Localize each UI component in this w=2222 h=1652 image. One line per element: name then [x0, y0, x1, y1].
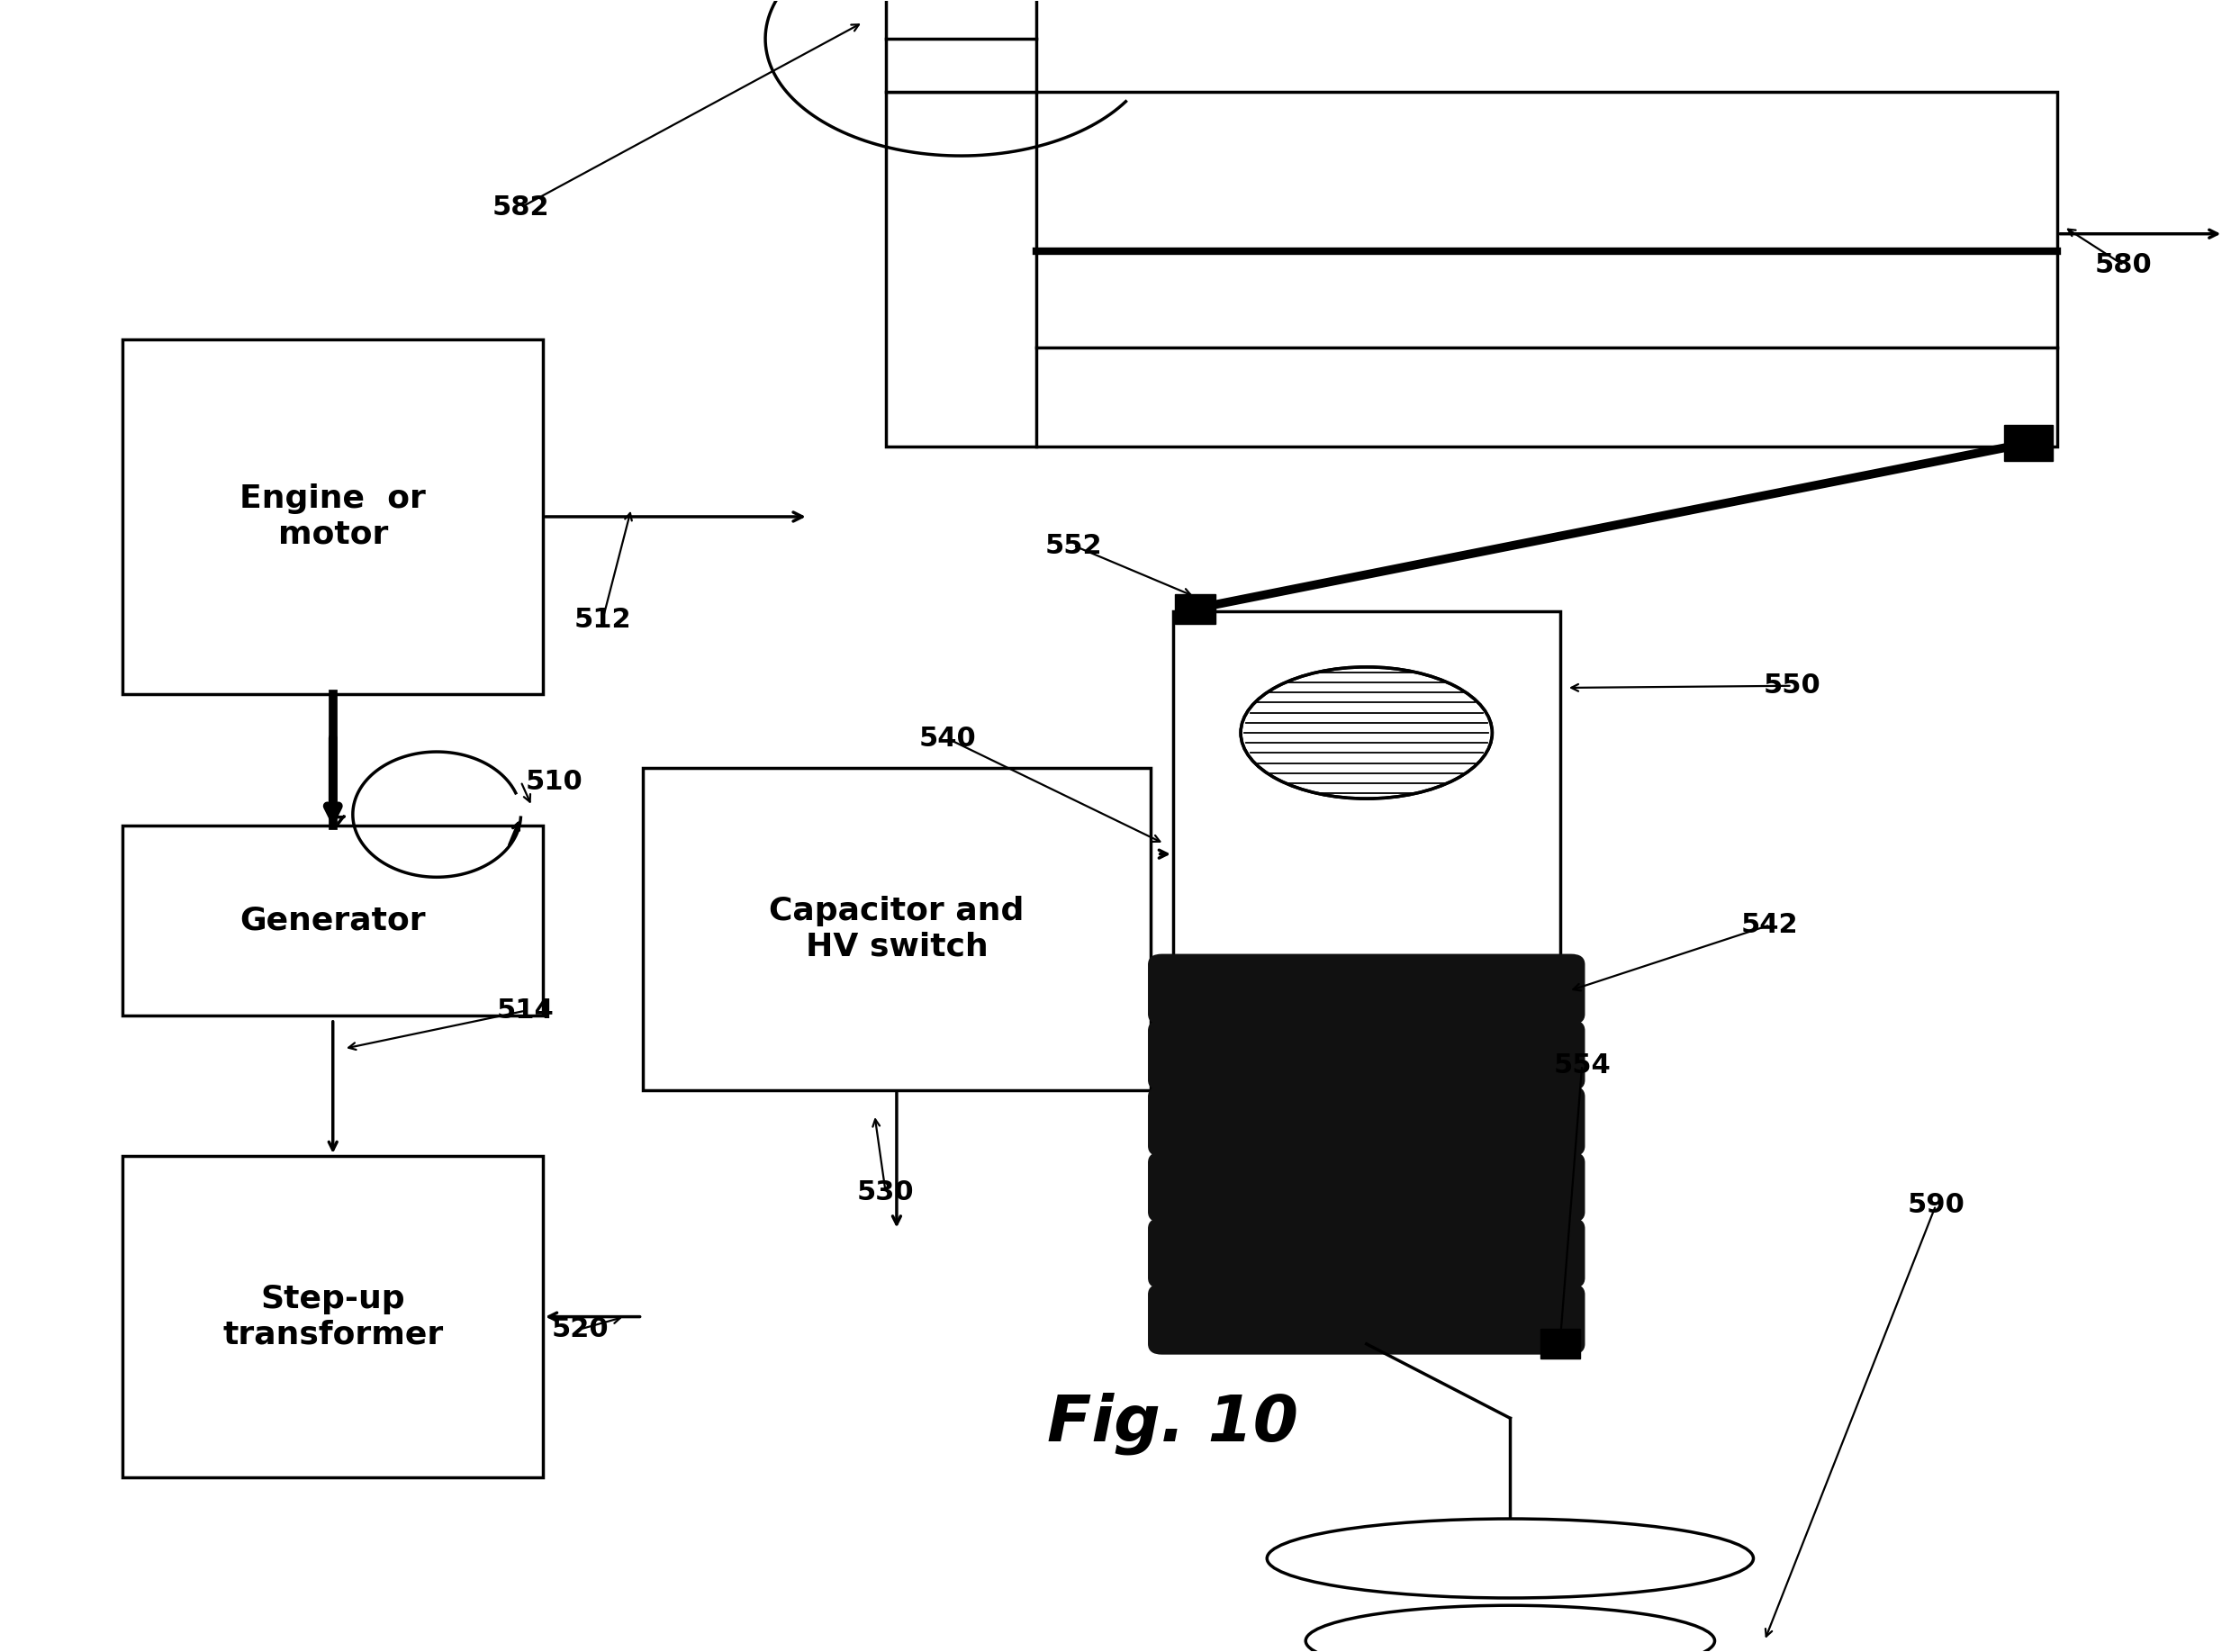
FancyBboxPatch shape	[1149, 1021, 1584, 1090]
Text: 512: 512	[573, 606, 631, 633]
Bar	[2004, 425, 2053, 461]
Bar	[887, 0, 1035, 93]
Bar	[122, 826, 542, 1016]
Text: 510: 510	[524, 768, 582, 795]
Text: Fig. 10: Fig. 10	[1047, 1393, 1298, 1454]
Bar	[122, 339, 542, 694]
Text: Capacitor and
HV switch: Capacitor and HV switch	[769, 895, 1024, 961]
Text: 590: 590	[1906, 1193, 1964, 1219]
Text: 514: 514	[496, 998, 553, 1024]
Text: 530: 530	[858, 1180, 913, 1206]
Bar	[1540, 1330, 1580, 1360]
Text: 580: 580	[2095, 253, 2153, 278]
Bar	[642, 768, 1151, 1090]
Text: Step-up
transformer: Step-up transformer	[222, 1284, 442, 1350]
Bar	[122, 1156, 542, 1477]
Text: Engine  or
motor: Engine or motor	[240, 484, 427, 550]
Text: 582: 582	[491, 195, 549, 220]
Bar	[1175, 593, 1215, 623]
FancyBboxPatch shape	[1149, 1087, 1584, 1156]
Bar	[1173, 611, 1560, 958]
Bar	[887, 93, 2058, 446]
Text: 520: 520	[551, 1317, 609, 1341]
Ellipse shape	[1267, 1518, 1753, 1597]
FancyBboxPatch shape	[1149, 1153, 1584, 1222]
Ellipse shape	[1307, 1606, 1715, 1652]
Text: Generator: Generator	[240, 905, 427, 937]
Text: 554: 554	[1553, 1052, 1611, 1079]
FancyBboxPatch shape	[1149, 1219, 1584, 1289]
Ellipse shape	[1240, 667, 1493, 798]
Text: 552: 552	[1044, 532, 1102, 558]
Text: 542: 542	[1742, 912, 1798, 938]
FancyBboxPatch shape	[1149, 1285, 1584, 1355]
Text: 550: 550	[1764, 672, 1820, 699]
Text: 540: 540	[920, 725, 975, 752]
FancyBboxPatch shape	[1149, 955, 1584, 1024]
